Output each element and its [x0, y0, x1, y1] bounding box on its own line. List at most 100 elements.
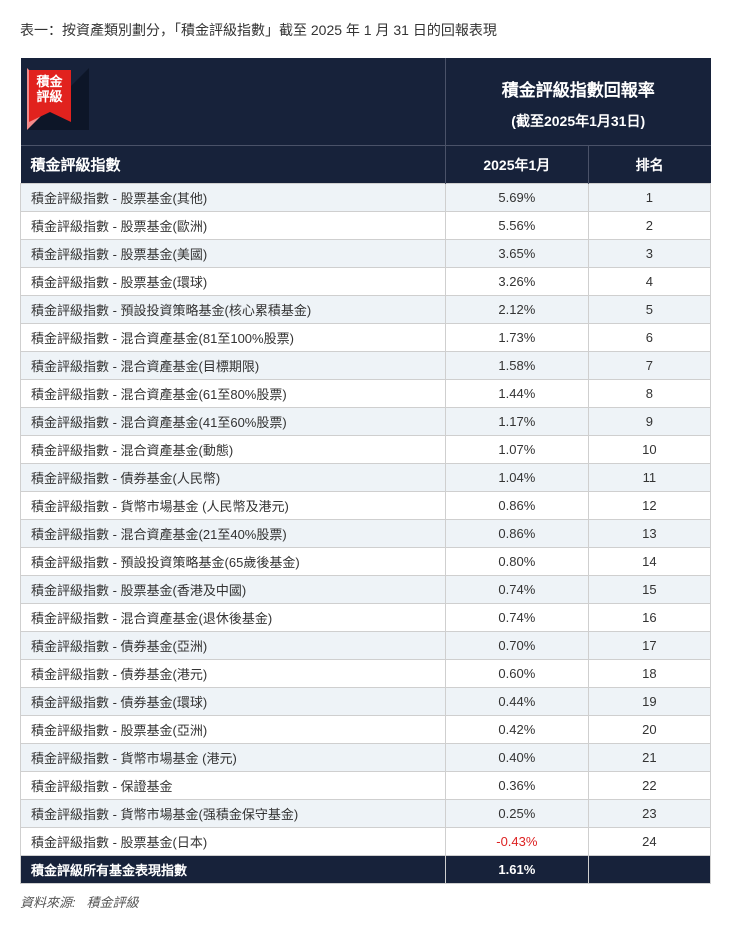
row-rank: 9	[588, 408, 710, 436]
table-row: 積金評級指數 - 股票基金(日本)-0.43%24	[21, 828, 711, 856]
row-name: 積金評級指數 - 混合資產基金(目標期限)	[21, 352, 446, 380]
row-name: 積金評級指數 - 股票基金(環球)	[21, 268, 446, 296]
row-rank: 15	[588, 576, 710, 604]
row-name: 積金評級指數 - 貨幣市場基金 (港元)	[21, 744, 446, 772]
row-name: 積金評級指數 - 混合資產基金(動態)	[21, 436, 446, 464]
row-name: 積金評級指數 - 股票基金(美國)	[21, 240, 446, 268]
row-rank: 12	[588, 492, 710, 520]
table-row: 積金評級指數 - 混合資產基金(動態)1.07%10	[21, 436, 711, 464]
row-return: 1.04%	[445, 464, 588, 492]
row-rank: 5	[588, 296, 710, 324]
row-return: 0.25%	[445, 800, 588, 828]
table-row: 積金評級指數 - 債券基金(環球)0.44%19	[21, 688, 711, 716]
row-return: 3.65%	[445, 240, 588, 268]
total-label: 積金評級所有基金表現指數	[21, 856, 446, 884]
row-return: 0.74%	[445, 604, 588, 632]
row-name: 積金評級指數 - 預設投資策略基金(65歲後基金)	[21, 548, 446, 576]
col-rank-header: 排名	[588, 146, 710, 184]
col-name-header: 積金評級指數	[21, 146, 446, 184]
row-rank: 2	[588, 212, 710, 240]
row-return: 0.42%	[445, 716, 588, 744]
row-rank: 19	[588, 688, 710, 716]
table-row: 積金評級指數 - 混合資產基金(81至100%股票)1.73%6	[21, 324, 711, 352]
row-return: 0.86%	[445, 492, 588, 520]
total-rank	[588, 856, 710, 884]
row-return: 1.17%	[445, 408, 588, 436]
source-line: 資料來源: 積金評級	[20, 892, 711, 911]
table-row: 積金評級指數 - 債券基金(人民幣)1.04%11	[21, 464, 711, 492]
source-label: 資料來源:	[20, 895, 76, 910]
row-return: 0.40%	[445, 744, 588, 772]
row-rank: 17	[588, 632, 710, 660]
row-rank: 10	[588, 436, 710, 464]
row-rank: 7	[588, 352, 710, 380]
total-return: 1.61%	[445, 856, 588, 884]
row-name: 積金評級指數 - 混合資產基金(41至60%股票)	[21, 408, 446, 436]
row-return: 0.80%	[445, 548, 588, 576]
return-header: 積金評級指數回報率	[445, 58, 710, 107]
row-rank: 22	[588, 772, 710, 800]
row-rank: 11	[588, 464, 710, 492]
row-name: 積金評級指數 - 股票基金(日本)	[21, 828, 446, 856]
row-return: 0.74%	[445, 576, 588, 604]
table-row: 積金評級指數 - 債券基金(亞洲)0.70%17	[21, 632, 711, 660]
logo-cell: 積金 評級	[21, 58, 446, 146]
row-rank: 1	[588, 184, 710, 212]
col-month-header: 2025年1月	[445, 146, 588, 184]
row-name: 積金評級指數 - 股票基金(香港及中國)	[21, 576, 446, 604]
row-return: 0.60%	[445, 660, 588, 688]
row-rank: 4	[588, 268, 710, 296]
row-rank: 3	[588, 240, 710, 268]
table-title: 表一：按資產類別劃分，「積金評級指數」截至 2025 年 1 月 31 日的回報…	[20, 20, 711, 40]
row-return: 5.69%	[445, 184, 588, 212]
row-return: 0.86%	[445, 520, 588, 548]
table-row: 積金評級指數 - 股票基金(歐洲)5.56%2	[21, 212, 711, 240]
table-row: 積金評級指數 - 貨幣市場基金 (港元)0.40%21	[21, 744, 711, 772]
brand-logo: 積金 評級	[27, 68, 89, 130]
table-row: 積金評級指數 - 股票基金(其他)5.69%1	[21, 184, 711, 212]
logo-text-2: 評級	[36, 89, 62, 104]
row-return: 1.58%	[445, 352, 588, 380]
row-name: 積金評級指數 - 債券基金(亞洲)	[21, 632, 446, 660]
table-row: 積金評級指數 - 貨幣市場基金 (人民幣及港元)0.86%12	[21, 492, 711, 520]
row-name: 積金評級指數 - 混合資產基金(61至80%股票)	[21, 380, 446, 408]
table-row: 積金評級指數 - 債券基金(港元)0.60%18	[21, 660, 711, 688]
row-name: 積金評級指數 - 混合資產基金(退休後基金)	[21, 604, 446, 632]
source-value: 積金評級	[86, 895, 138, 910]
row-name: 積金評級指數 - 貨幣市場基金 (人民幣及港元)	[21, 492, 446, 520]
total-row: 積金評級所有基金表現指數1.61%	[21, 856, 711, 884]
row-name: 積金評級指數 - 債券基金(港元)	[21, 660, 446, 688]
row-name: 積金評級指數 - 股票基金(其他)	[21, 184, 446, 212]
table-row: 積金評級指數 - 混合資產基金(21至40%股票)0.86%13	[21, 520, 711, 548]
row-return: -0.43%	[445, 828, 588, 856]
row-return: 1.44%	[445, 380, 588, 408]
row-return: 1.07%	[445, 436, 588, 464]
row-name: 積金評級指數 - 債券基金(人民幣)	[21, 464, 446, 492]
row-rank: 16	[588, 604, 710, 632]
table-row: 積金評級指數 - 預設投資策略基金(核心累積基金)2.12%5	[21, 296, 711, 324]
return-subheader: (截至2025年1月31日)	[445, 107, 710, 146]
row-rank: 21	[588, 744, 710, 772]
table-row: 積金評級指數 - 貨幣市場基金(强積金保守基金)0.25%23	[21, 800, 711, 828]
row-return: 0.36%	[445, 772, 588, 800]
row-name: 積金評級指數 - 股票基金(亞洲)	[21, 716, 446, 744]
row-return: 2.12%	[445, 296, 588, 324]
table-row: 積金評級指數 - 混合資產基金(目標期限)1.58%7	[21, 352, 711, 380]
row-rank: 23	[588, 800, 710, 828]
row-name: 積金評級指數 - 保證基金	[21, 772, 446, 800]
table-row: 積金評級指數 - 混合資產基金(退休後基金)0.74%16	[21, 604, 711, 632]
table-row: 積金評級指數 - 股票基金(美國)3.65%3	[21, 240, 711, 268]
table-row: 積金評級指數 - 混合資產基金(61至80%股票)1.44%8	[21, 380, 711, 408]
row-name: 積金評級指數 - 債券基金(環球)	[21, 688, 446, 716]
row-rank: 20	[588, 716, 710, 744]
row-rank: 24	[588, 828, 710, 856]
row-rank: 13	[588, 520, 710, 548]
table-row: 積金評級指數 - 保證基金0.36%22	[21, 772, 711, 800]
logo-text-1: 積金	[36, 74, 62, 89]
row-return: 5.56%	[445, 212, 588, 240]
table-row: 積金評級指數 - 混合資產基金(41至60%股票)1.17%9	[21, 408, 711, 436]
row-return: 3.26%	[445, 268, 588, 296]
row-return: 0.44%	[445, 688, 588, 716]
row-rank: 8	[588, 380, 710, 408]
row-rank: 18	[588, 660, 710, 688]
